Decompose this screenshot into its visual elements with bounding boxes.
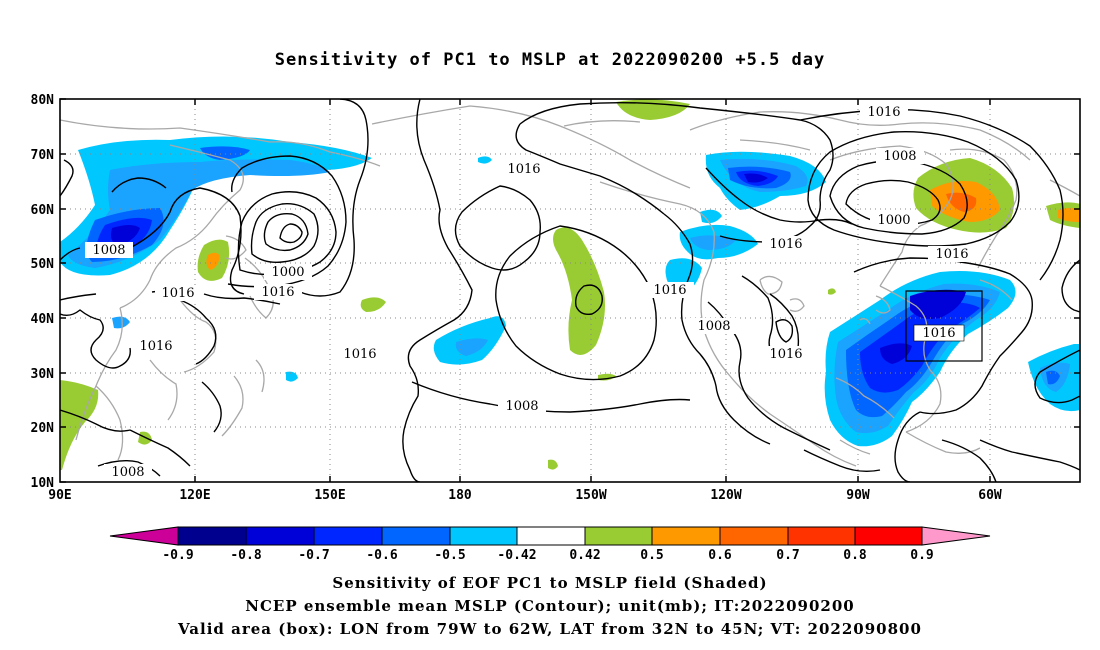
- colorbar-segment: [449, 526, 518, 546]
- colorbar-segment: [245, 526, 315, 546]
- colorbar-label: 0.8: [843, 548, 867, 563]
- contour-label: 1016: [769, 237, 802, 252]
- caption-valid-area: Valid area (box): LON from 79W to 62W, L…: [178, 620, 922, 638]
- colorbar-segment: [854, 526, 923, 546]
- longitude-labels: 90E 120E 150E 180 150W 120W 90W 60W: [48, 488, 1002, 503]
- colorbar-segment: [584, 526, 653, 546]
- contour-labels: 1008 1016 1000 1016 1016 1016 1016 1008 …: [85, 104, 976, 480]
- colorbar-label: -0.42: [497, 548, 536, 563]
- lat-label: 80N: [31, 93, 55, 108]
- latitude-labels: 80N 70N 60N 50N 40N 30N 20N 10N: [31, 93, 55, 491]
- colorbar-label: -0.8: [230, 548, 261, 563]
- contour-label: 1016: [161, 286, 194, 301]
- lat-label: 70N: [31, 148, 55, 163]
- colorbar-label: -0.6: [366, 548, 397, 563]
- colorbar-label: -0.7: [298, 548, 329, 563]
- contour-label: 1008: [92, 243, 125, 258]
- caption-contour: NCEP ensemble mean MSLP (Contour); unit(…: [245, 597, 855, 615]
- lat-label: 50N: [31, 257, 55, 272]
- lat-label: 40N: [31, 312, 55, 327]
- lat-label: 60N: [31, 203, 55, 218]
- contour-label: 1000: [877, 213, 910, 228]
- contour-label: 1016: [867, 105, 900, 120]
- colorbar-low-arrow: [109, 526, 179, 546]
- lon-label: 90W: [846, 488, 870, 503]
- contour-1016-west: [60, 289, 281, 369]
- contour-1000-low-canada: [829, 159, 968, 235]
- contour-label: 1016: [769, 347, 802, 362]
- colorbar-label: 0.42: [569, 548, 600, 563]
- colorbar-segment: [381, 526, 451, 546]
- colorbar-segment: [516, 526, 586, 546]
- map-frame: [59, 98, 1081, 483]
- colorbar-label: 0.9: [910, 548, 933, 563]
- axis-ticks: [60, 98, 1080, 483]
- lon-label: 60W: [978, 488, 1002, 503]
- graticule: [60, 99, 1080, 482]
- colorbar-high-arrow: [921, 526, 991, 546]
- contour-label: 1016: [653, 283, 686, 298]
- colorbar-segment: [313, 526, 383, 546]
- contour-label: 1008: [111, 465, 144, 480]
- contour-label: 1000: [271, 265, 304, 280]
- contour-label: 1008: [505, 399, 538, 414]
- colorbar-label: 0.7: [776, 548, 799, 563]
- colorbar-label: 0.6: [708, 548, 732, 563]
- lon-label: 150W: [575, 488, 606, 503]
- contour-1016-pacific: [402, 99, 473, 482]
- contour-label: 1016: [922, 326, 955, 341]
- colorbar-segment: [787, 526, 856, 546]
- contour-label: 1016: [139, 339, 172, 354]
- contour-label: 1008: [697, 319, 730, 334]
- colorbar-label: -0.9: [162, 548, 193, 563]
- caption-shading: Sensitivity of EOF PC1 to MSLP field (Sh…: [332, 574, 768, 592]
- contour-label: 1016: [507, 162, 540, 177]
- lat-label: 30N: [31, 367, 55, 382]
- lon-label: 150E: [314, 488, 345, 503]
- contour-1008-west: [60, 99, 369, 297]
- contour-label: 1016: [261, 285, 294, 300]
- contour-high-pacific: [495, 225, 657, 381]
- colorbar-label: 0.5: [640, 548, 663, 563]
- lat-label: 20N: [31, 421, 55, 436]
- lon-label: 180: [448, 488, 472, 503]
- lat-label: 10N: [31, 476, 55, 491]
- contour-label: 1016: [935, 247, 968, 262]
- lon-label: 120E: [179, 488, 210, 503]
- colorbar-segment: [651, 526, 721, 546]
- colorbar: -0.9 -0.8 -0.7 -0.6 -0.5 -0.42 0.42 0.5 …: [109, 526, 991, 563]
- chart-title: Sensitivity of PC1 to MSLP at 2022090200…: [274, 50, 826, 70]
- contour-label: 1016: [343, 347, 376, 362]
- lon-label: 90E: [48, 488, 71, 503]
- mslp-contours: [60, 99, 1080, 482]
- contour-label: 1008: [883, 149, 916, 164]
- colorbar-segment: [177, 526, 247, 546]
- valid-area-box: [905, 290, 983, 362]
- colorbar-label: -0.5: [434, 548, 465, 563]
- colorbar-segment: [719, 526, 789, 546]
- lon-label: 120W: [710, 488, 741, 503]
